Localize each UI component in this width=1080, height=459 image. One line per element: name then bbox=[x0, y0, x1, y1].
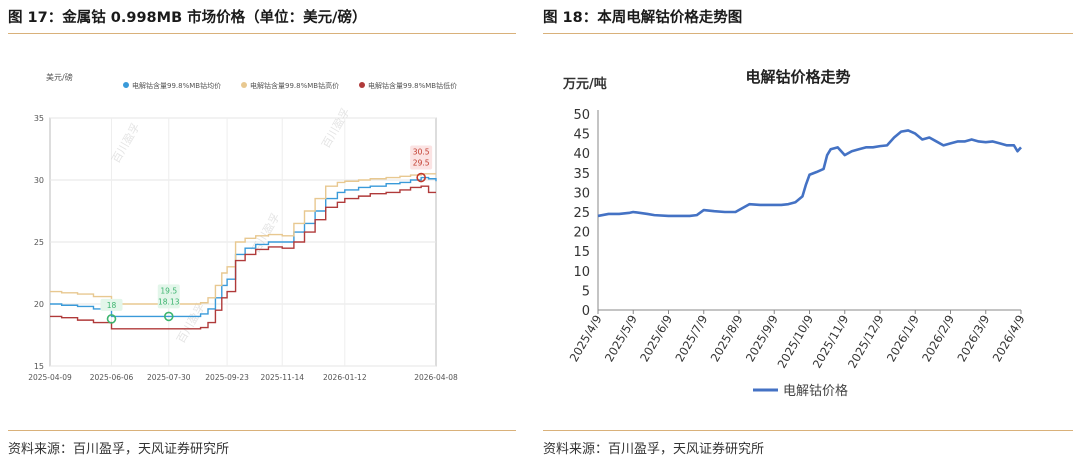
x-tick-label: 2025-06-06 bbox=[90, 373, 134, 382]
y-axis-unit: 万元/吨 bbox=[562, 76, 607, 92]
annotation-label: 18 bbox=[107, 301, 117, 310]
y-tick-label: 30 bbox=[34, 176, 44, 185]
annotation-label: 19.5 bbox=[160, 286, 177, 295]
legend-label: 电解钴含量99.8%MB钴高价 bbox=[250, 81, 339, 90]
right-title-divider bbox=[543, 33, 1073, 34]
x-tick-label: 2026-04-08 bbox=[414, 373, 458, 382]
annotation-marker bbox=[106, 314, 117, 324]
right-chart-svg: 电解钴价格走势万元/吨051015202530354045502025/4/92… bbox=[562, 68, 1028, 399]
left-source-note: 资料来源：百川盈孚，天风证券研究所 bbox=[8, 442, 230, 457]
annotation-label: 30.5 bbox=[413, 148, 430, 157]
legend-label: 电解钴价格 bbox=[783, 383, 848, 399]
annotation-label: 18.13 bbox=[158, 297, 180, 306]
series-line bbox=[50, 185, 436, 330]
x-tick-label: 2026/1/9 bbox=[884, 313, 922, 365]
watermark: 百川盈孚 bbox=[109, 121, 142, 166]
left-figure-title: 图 17：金属钴 0.998MB 市场价格（单位：美元/磅） bbox=[8, 10, 367, 26]
x-tick-label: 2025-11-14 bbox=[260, 373, 304, 382]
series-line bbox=[50, 176, 437, 318]
right-figure-panel: 图 18：本周电解钴价格走势图 电解钴价格走势 万元/吨 0 5 10 15 20 25 30 3… bbox=[543, 0, 1073, 459]
y-tick-label: 0 bbox=[582, 304, 590, 319]
legend-marker bbox=[123, 82, 129, 88]
annotation-marker bbox=[416, 172, 426, 183]
x-tick-label: 2026/3/9 bbox=[954, 313, 992, 365]
annotation-box bbox=[410, 145, 433, 170]
legend-marker bbox=[241, 82, 247, 88]
left-figure-panel: 图 17：金属钴 0.998MB 市场价格（单位：美元/磅） 美元/磅电解钴含量… bbox=[8, 0, 516, 459]
legend-label: 电解钴含量99.8%MB钴均价 bbox=[132, 81, 221, 90]
x-tick-label: 2025/4/9 bbox=[567, 313, 605, 365]
x-tick-label: 2026-01-12 bbox=[323, 373, 367, 382]
y-tick-label: 15 bbox=[34, 362, 44, 371]
series-line bbox=[50, 173, 436, 305]
chart-title: 电解钴价格走势 bbox=[745, 68, 850, 86]
y-tick-label: 5 bbox=[582, 284, 590, 299]
annotation-box bbox=[157, 284, 180, 309]
y-tick-label: 25 bbox=[34, 238, 44, 247]
y-tick-label: 15 bbox=[573, 245, 590, 260]
y-tick-label: 20 bbox=[573, 226, 590, 241]
right-figure-title: 图 18：本周电解钴价格走势图 bbox=[543, 10, 743, 26]
x-tick-label: 2025-04-09 bbox=[28, 373, 72, 382]
annotation-marker bbox=[163, 311, 174, 322]
left-chart: 美元/磅电解钴含量99.8%MB钴均价 电解钴含量99.8%MB钴高价 电解钴含量9… bbox=[8, 44, 513, 393]
x-tick-label: 2025-09-23 bbox=[205, 373, 249, 382]
right-source-divider bbox=[543, 430, 1073, 431]
x-tick-label: 2025/9/9 bbox=[743, 313, 781, 365]
right-source-note: 资料来源：百川盈孚，天风证券研究所 bbox=[543, 442, 765, 457]
y-tick-label: 30 bbox=[573, 186, 590, 201]
legend-marker bbox=[359, 82, 365, 88]
y-tick-label: 35 bbox=[573, 167, 590, 182]
y-tick-label: 20 bbox=[34, 300, 44, 309]
y-tick-label: 40 bbox=[573, 147, 590, 162]
left-title-divider bbox=[8, 33, 516, 34]
x-tick-label: 2025/6/9 bbox=[637, 313, 675, 365]
y-tick-label: 45 bbox=[573, 128, 590, 143]
x-tick-label: 2026/4/9 bbox=[990, 313, 1028, 365]
watermark: 百川盈孚 bbox=[319, 106, 352, 151]
x-tick-label: 2025-07-30 bbox=[147, 373, 191, 382]
y-tick-label: 10 bbox=[573, 265, 590, 280]
x-tick-label: 2025/12/9 bbox=[845, 313, 887, 371]
y-tick-label: 35 bbox=[34, 114, 44, 123]
x-tick-label: 2025/7/9 bbox=[672, 313, 710, 365]
annotation-label: 29.5 bbox=[413, 159, 430, 168]
x-tick-label: 2025/5/9 bbox=[602, 313, 640, 365]
y-axis-unit: 美元/磅 bbox=[46, 72, 73, 82]
right-chart: 电解钴价格走势 万元/吨 0 5 10 15 20 25 30 35 40 45 50 2025/4/9 2… bbox=[543, 44, 1053, 413]
legend-label: 电解钴含量99.8%MB钴低价 bbox=[368, 81, 457, 90]
x-tick-label: 2026/2/9 bbox=[919, 313, 957, 365]
y-tick-label: 50 bbox=[573, 108, 590, 123]
series-line bbox=[597, 129, 1022, 218]
y-tick-label: 25 bbox=[573, 206, 590, 221]
left-source-divider bbox=[8, 430, 516, 431]
x-tick-label: 2025/8/9 bbox=[708, 313, 746, 365]
annotation-box bbox=[100, 298, 123, 311]
